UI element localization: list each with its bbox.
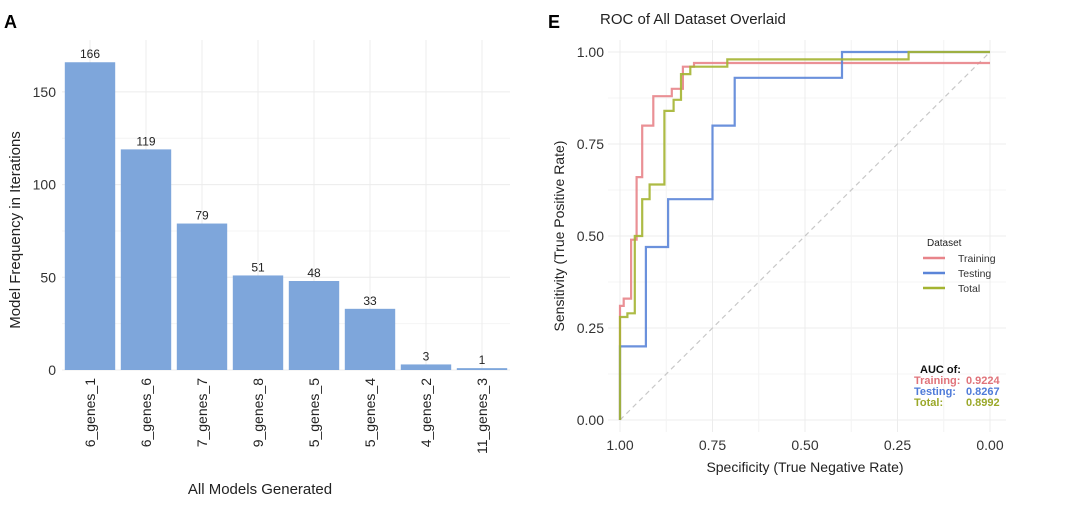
bar-y-axis-label: Model Frequency in Iterations	[7, 131, 24, 329]
bar-y-tick-label: 100	[33, 177, 57, 193]
bar-x-axis-label: All Models Generated	[188, 481, 332, 498]
bar-value-label: 33	[363, 294, 377, 308]
bar-x-tick-label: 7_genes_7	[194, 378, 210, 448]
bars	[64, 62, 508, 370]
bar-x-tick-label: 5_genes_5	[306, 378, 322, 448]
auc-label-total: Total:	[914, 397, 943, 409]
roc-curve-training	[618, 61, 990, 420]
roc-y-tick-label: 0.00	[577, 412, 604, 428]
roc-y-tick-label: 0.50	[577, 228, 604, 244]
roc-x-ticks: 1.00 0.75 0.50 0.25 0.00	[606, 437, 1003, 453]
bar	[232, 275, 284, 370]
roc-curve-total	[618, 50, 990, 420]
auc-value-training: 0.9224	[966, 375, 1001, 387]
roc-curve-testing	[618, 50, 990, 420]
bar-y-ticks: 0 50 100 150	[33, 84, 57, 378]
bar-x-ticks: 6_genes_1 6_genes_6 7_genes_7 9_genes_8 5_ge…	[82, 378, 490, 454]
panel-label-a: A	[4, 12, 17, 32]
roc-x-tick-label: 1.00	[606, 437, 633, 453]
bar	[344, 308, 396, 370]
auc-annotation: AUC of: Training: 0.9224 Testing: 0.8267…	[914, 364, 1001, 409]
panel-label-e: E	[548, 12, 560, 32]
bar	[120, 149, 172, 370]
bar	[288, 281, 340, 370]
bar	[64, 62, 116, 370]
roc-y-tick-label: 0.25	[577, 320, 604, 336]
auc-label-testing: Testing:	[914, 386, 956, 398]
bar-value-label: 166	[80, 47, 100, 61]
roc-x-axis-label: Specificity (True Negative Rate)	[706, 459, 903, 475]
bar-x-tick-label: 4_genes_2	[418, 378, 434, 448]
roc-y-ticks: 0.00 0.25 0.50 0.75 1.00	[577, 44, 604, 428]
bar-x-tick-label: 11_genes_3	[474, 378, 490, 454]
bar	[400, 364, 452, 370]
roc-title: ROC of All Dataset Overlaid	[600, 11, 786, 28]
bar-value-label: 119	[136, 134, 155, 148]
bar-y-tick-label: 50	[40, 269, 56, 285]
bar-x-tick-label: 6_genes_6	[138, 378, 154, 448]
bar-value-label: 51	[251, 260, 265, 274]
roc-x-tick-label: 0.75	[699, 437, 726, 453]
bar-y-tick-label: 0	[48, 362, 56, 378]
roc-x-tick-label: 0.00	[976, 437, 1003, 453]
bar-y-tick-label: 150	[33, 84, 57, 100]
bar-value-label: 48	[307, 266, 321, 280]
legend-label-testing: Testing	[958, 268, 991, 280]
auc-value-testing: 0.8267	[966, 386, 1000, 398]
legend-label-training: Training	[958, 253, 996, 265]
auc-value-total: 0.8992	[966, 397, 1000, 409]
bar-value-label: 79	[195, 209, 209, 223]
legend-title: Dataset	[927, 238, 962, 249]
roc-x-tick-label: 0.25	[884, 437, 911, 453]
bar-x-tick-label: 6_genes_1	[82, 378, 98, 448]
auc-title: AUC of:	[920, 364, 961, 376]
legend-label-total: Total	[958, 283, 980, 295]
roc-chart-panel: E ROC of All Dataset Overlaid 0.000.250.…	[548, 11, 1006, 475]
roc-curves	[618, 50, 990, 420]
roc-reference-line	[619, 51, 991, 421]
bar-value-label: 1	[479, 353, 486, 367]
bar-x-tick-label: 9_genes_8	[250, 378, 266, 448]
bar	[176, 223, 228, 370]
roc-legend: Dataset Training Testing Total	[923, 238, 996, 295]
bar	[456, 368, 508, 370]
roc-y-tick-label: 1.00	[577, 44, 604, 60]
bar-value-label: 3	[423, 349, 430, 363]
roc-y-tick-label: 0.75	[577, 136, 604, 152]
bar-x-tick-label: 5_genes_4	[362, 378, 378, 448]
roc-x-tick-label: 0.50	[791, 437, 818, 453]
roc-y-axis-label: Sensitivity (True Positive Rate)	[551, 141, 567, 332]
auc-label-training: Training:	[914, 375, 960, 387]
